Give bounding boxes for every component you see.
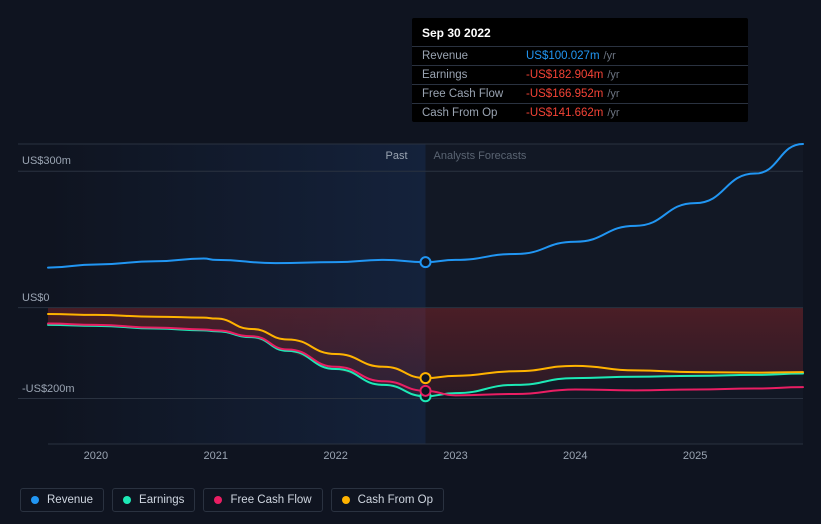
legend-item-revenue[interactable]: Revenue bbox=[20, 488, 104, 512]
tooltip-date: Sep 30 2022 bbox=[412, 26, 748, 46]
tooltip-row-value: US$100.027m bbox=[526, 50, 600, 62]
marker-cfo bbox=[421, 373, 431, 383]
x-axis-label: 2021 bbox=[204, 450, 228, 462]
y-axis-label: -US$200m bbox=[22, 383, 75, 395]
tooltip-row-label: Revenue bbox=[422, 50, 526, 62]
tooltip: Sep 30 2022 RevenueUS$100.027m/yrEarning… bbox=[412, 18, 748, 122]
x-axis-label: 2024 bbox=[563, 450, 587, 462]
marker-fcf bbox=[421, 386, 431, 396]
tooltip-row-value: -US$182.904m bbox=[526, 69, 603, 81]
x-axis-label: 2025 bbox=[683, 450, 707, 462]
tooltip-row: RevenueUS$100.027m/yr bbox=[412, 46, 748, 65]
legend-dot-icon bbox=[342, 496, 350, 504]
chart-container: Sep 30 2022 RevenueUS$100.027m/yrEarning… bbox=[0, 0, 821, 524]
tooltip-row-label: Free Cash Flow bbox=[422, 88, 526, 100]
legend-dot-icon bbox=[31, 496, 39, 504]
tooltip-row-unit: /yr bbox=[607, 88, 619, 100]
y-axis-label: US$300m bbox=[22, 155, 71, 167]
marker-revenue bbox=[421, 257, 431, 267]
past-label: Past bbox=[386, 150, 408, 162]
tooltip-row-unit: /yr bbox=[604, 50, 616, 62]
legend-item-label: Revenue bbox=[47, 494, 93, 506]
tooltip-rows: RevenueUS$100.027m/yrEarnings-US$182.904… bbox=[412, 46, 748, 122]
legend-item-label: Cash From Op bbox=[358, 494, 433, 506]
tooltip-row: Cash From Op-US$141.662m/yr bbox=[412, 103, 748, 122]
tooltip-row: Free Cash Flow-US$166.952m/yr bbox=[412, 84, 748, 103]
legend-dot-icon bbox=[123, 496, 131, 504]
legend-item-label: Free Cash Flow bbox=[230, 494, 311, 506]
tooltip-row-label: Cash From Op bbox=[422, 107, 526, 119]
tooltip-row-unit: /yr bbox=[607, 69, 619, 81]
legend-dot-icon bbox=[214, 496, 222, 504]
forecast-label: Analysts Forecasts bbox=[434, 150, 527, 162]
x-axis-label: 2020 bbox=[84, 450, 108, 462]
legend: Revenue Earnings Free Cash Flow Cash From O… bbox=[20, 488, 444, 512]
x-axis-label: 2022 bbox=[323, 450, 347, 462]
tooltip-row-label: Earnings bbox=[422, 69, 526, 81]
tooltip-row-unit: /yr bbox=[607, 107, 619, 119]
legend-item-label: Earnings bbox=[139, 494, 184, 506]
y-axis-label: US$0 bbox=[22, 292, 50, 304]
tooltip-row-value: -US$166.952m bbox=[526, 88, 603, 100]
legend-item-cfo[interactable]: Cash From Op bbox=[331, 488, 444, 512]
tooltip-row: Earnings-US$182.904m/yr bbox=[412, 65, 748, 84]
legend-item-fcf[interactable]: Free Cash Flow bbox=[203, 488, 322, 512]
tooltip-row-value: -US$141.662m bbox=[526, 107, 603, 119]
x-axis-label: 2023 bbox=[443, 450, 467, 462]
legend-item-earnings[interactable]: Earnings bbox=[112, 488, 195, 512]
